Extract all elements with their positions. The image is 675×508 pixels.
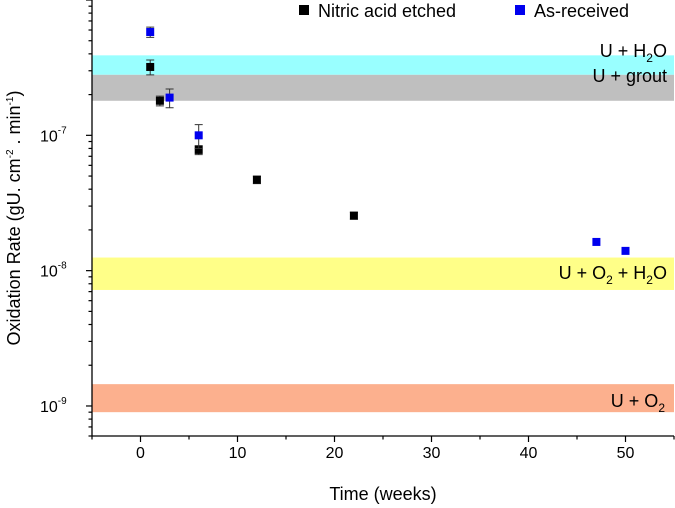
data-point-0-0 — [146, 62, 155, 71]
band-u-h2o — [92, 55, 674, 75]
band-label-u-o2-h2o: U + O2 + H2O — [559, 263, 667, 287]
legend-label-as-received: As-received — [534, 1, 629, 21]
y-tick-label-1e-7: 10-7 — [40, 125, 67, 145]
data-point-0-4 — [349, 211, 358, 220]
data-point-1-4 — [621, 246, 630, 255]
x-tick-label-20: 20 — [326, 445, 344, 462]
legend: Nitric acid etched As-received — [299, 1, 629, 21]
y-tick-label-1e-9: 10-9 — [40, 396, 67, 416]
x-tick-label-10: 10 — [229, 445, 247, 462]
x-axis-title: Time (weeks) — [329, 484, 436, 504]
x-ticks — [91, 436, 675, 442]
data-point-1-1 — [165, 93, 174, 102]
band-u-o2 — [92, 384, 674, 413]
legend-marker-as-received — [515, 5, 525, 15]
y-tick-labels: 10-9 10-8 10-7 — [40, 125, 67, 416]
data-point-0-1 — [155, 96, 164, 105]
data-point-1-3 — [592, 237, 601, 246]
data-point-0-2 — [194, 145, 203, 154]
band-u-grout — [92, 74, 674, 101]
band-label-u-h2o: U + H2O — [600, 41, 667, 65]
x-tick-label-40: 40 — [520, 445, 538, 462]
x-tick-label-0: 0 — [136, 445, 145, 462]
bands-layer — [92, 55, 674, 413]
band-labels: U + H2O U + grout U + O2 + H2O U + O2 — [559, 41, 667, 415]
data-point-0-3 — [252, 175, 261, 184]
y-axis-title: Oxidation Rate (gU. cm-2 . min-1) — [4, 91, 24, 346]
legend-label-nitric: Nitric acid etched — [318, 1, 456, 21]
x-tick-label-50: 50 — [617, 445, 635, 462]
series-layer — [146, 26, 630, 255]
series-as-received — [146, 26, 630, 255]
x-tick-labels: 0 10 20 30 40 50 — [136, 445, 634, 462]
data-point-1-2 — [194, 131, 203, 140]
band-label-u-grout: U + grout — [592, 66, 667, 86]
band-u-o2-h2o — [92, 257, 674, 290]
x-tick-label-30: 30 — [423, 445, 441, 462]
y-ticks — [86, 0, 92, 437]
data-point-1-0 — [146, 28, 155, 37]
legend-marker-nitric — [299, 5, 309, 15]
y-tick-label-1e-8: 10-8 — [40, 261, 67, 281]
band-label-u-o2: U + O2 — [611, 391, 666, 415]
